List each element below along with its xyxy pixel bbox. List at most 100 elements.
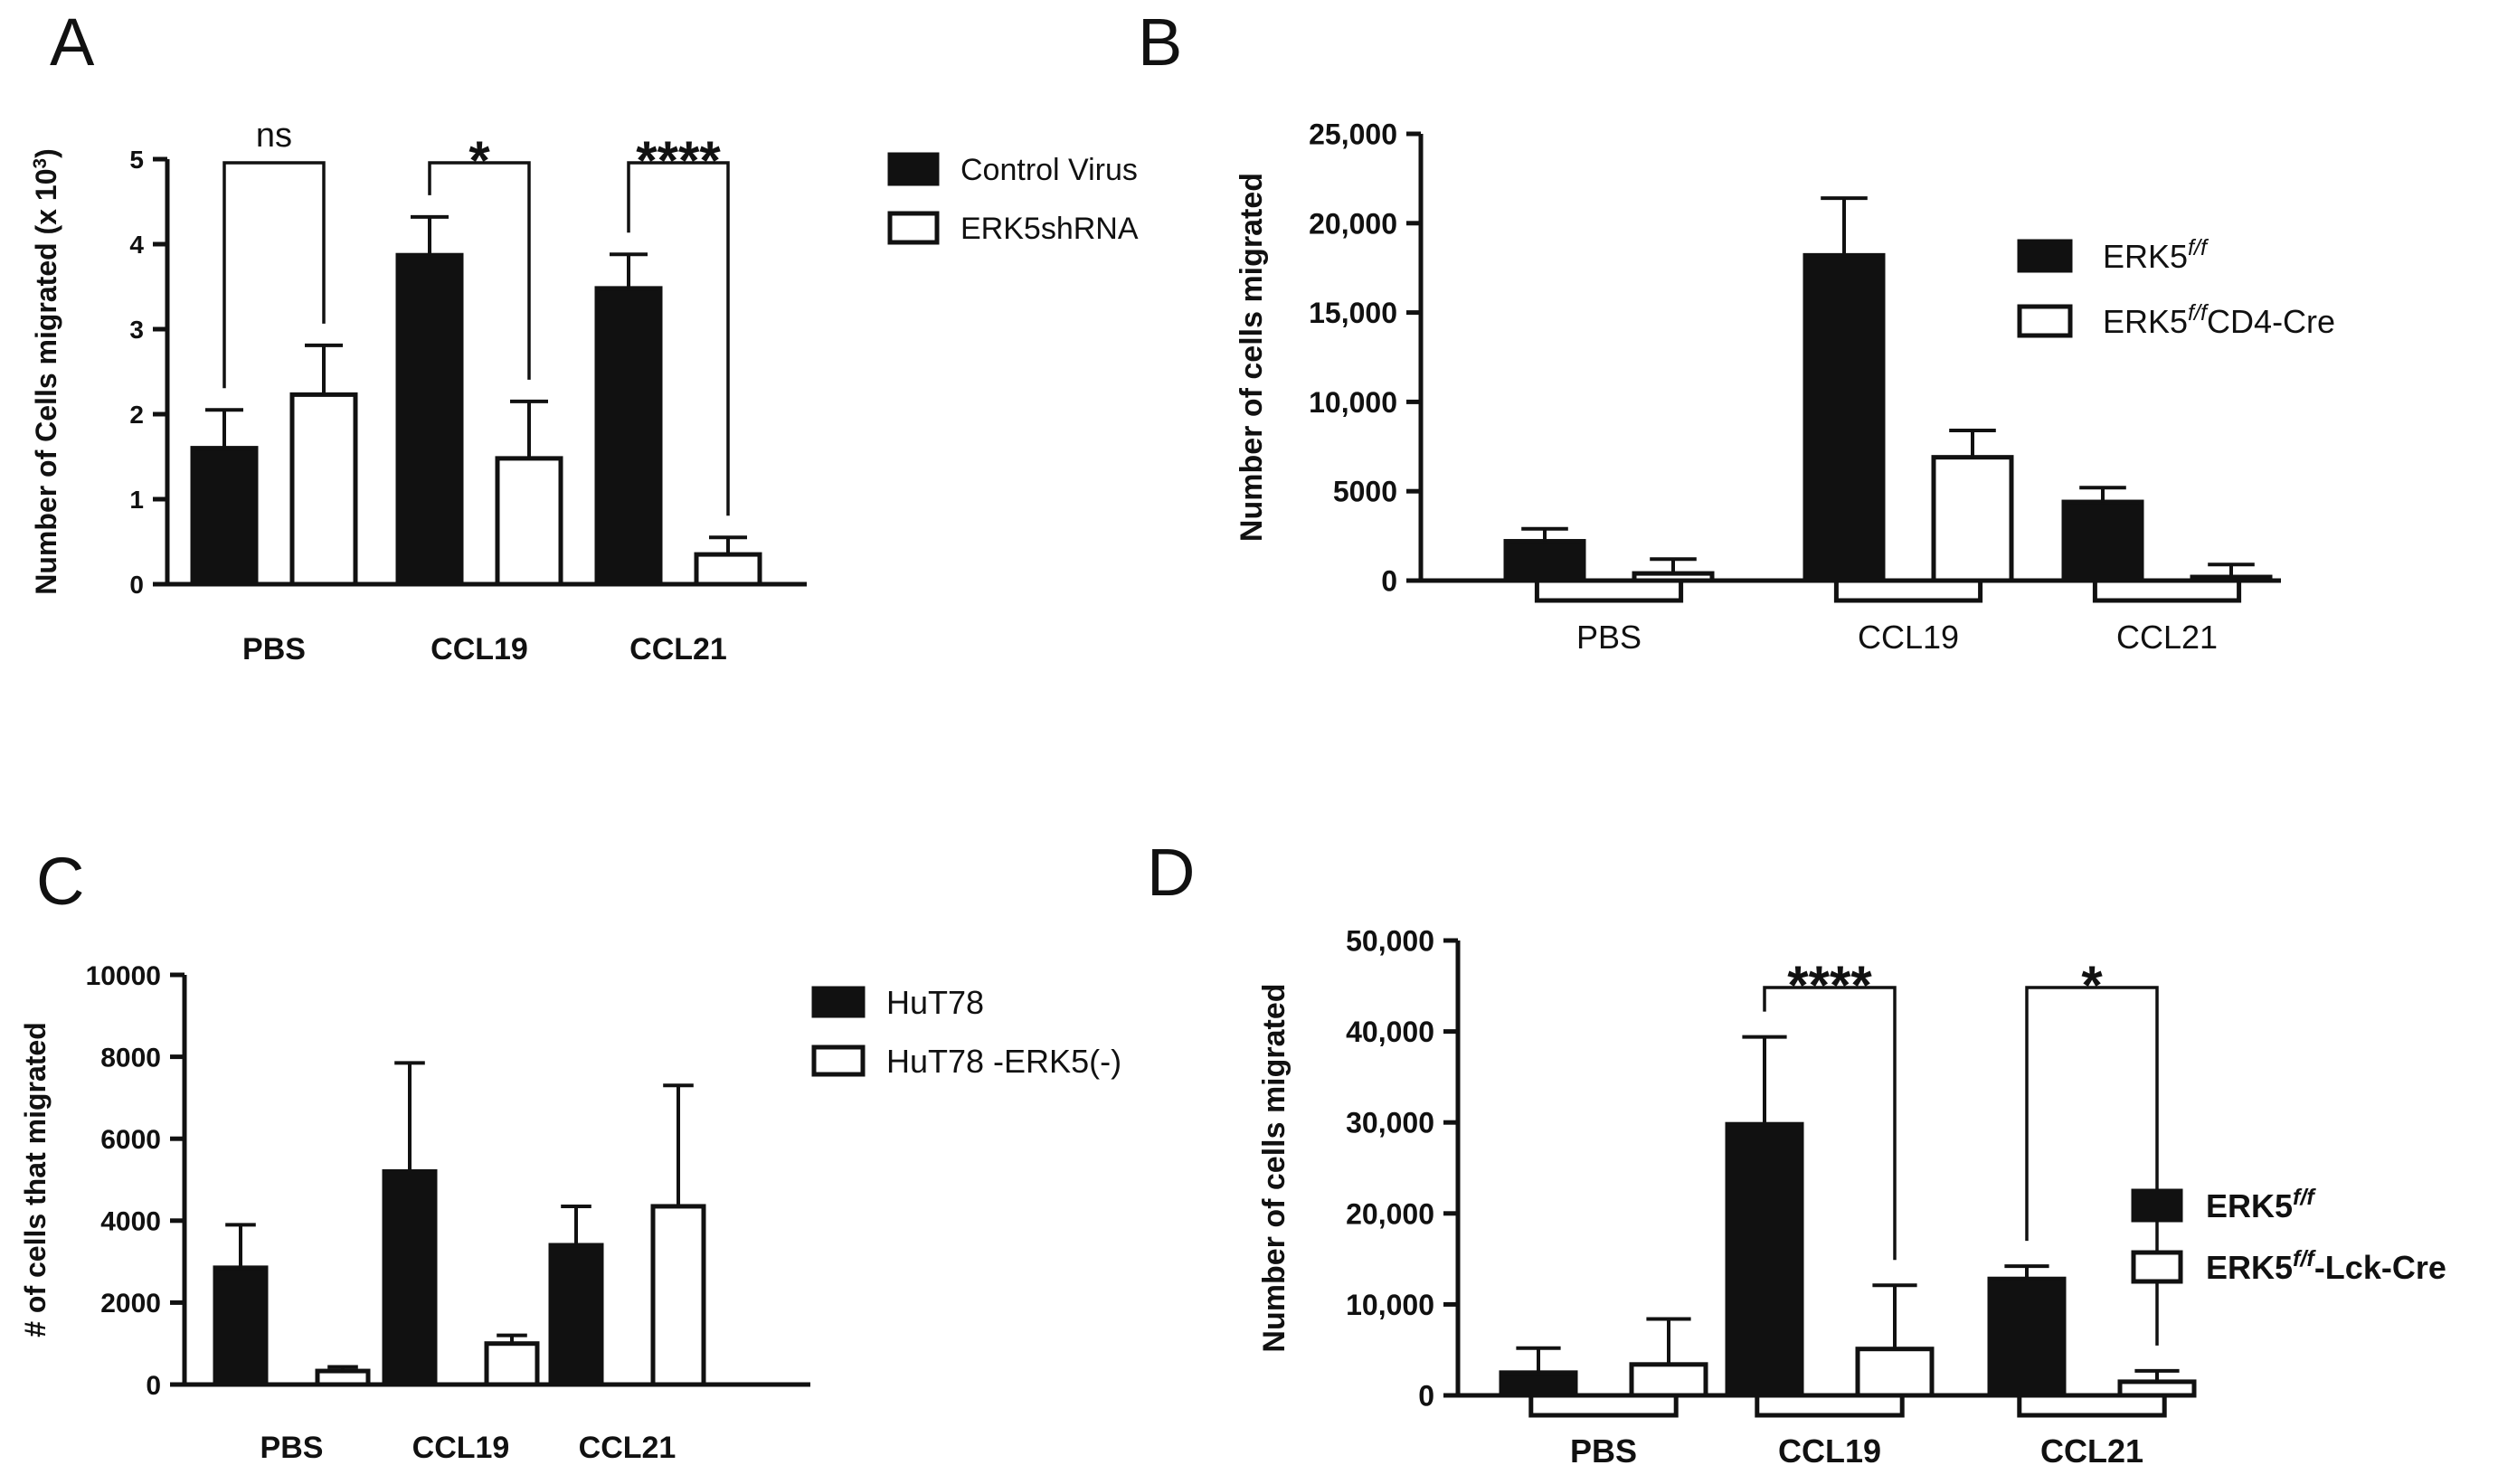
panel-c-bar-ccl19-filled [382, 1168, 438, 1387]
panel-d-bar-ccl19-filled [1725, 1121, 1804, 1398]
panel-b-legend-swatch [2017, 304, 2073, 338]
panel-d-x-tick-label: CCL19 [1778, 1432, 1881, 1470]
panel-c-y-tick-label: 2000 [100, 1289, 161, 1319]
panel-b-legend-swatch [2017, 239, 2073, 273]
panel-letter-c: C [36, 844, 84, 919]
panel-a-x-tick-label: PBS [242, 632, 306, 666]
panel-d-y-tick-label: 0 [1418, 1380, 1434, 1413]
panel-a-legend-label: Control Virus [960, 153, 1138, 187]
panel-d-bar-ccl21-open [2117, 1379, 2197, 1398]
panel-a-bar-ccl19-filled [395, 252, 464, 587]
panel-a-y-axis-label: Number of Cells migrated (x 103) [30, 148, 63, 594]
panel-d-x-tick-label: PBS [1570, 1432, 1637, 1470]
panel-a-y-tick-label: 0 [129, 571, 144, 599]
panel-d-significance-bracket [2025, 986, 2159, 1346]
panel-d-bar-pbs-filled [1499, 1370, 1578, 1398]
panel-c-x-tick-label: CCL19 [412, 1431, 510, 1465]
panel-d-bar-ccl19-open [1855, 1347, 1935, 1398]
panel-b-category-bracket [2092, 581, 2242, 603]
panel-c-legend-swatch [811, 986, 866, 1018]
panel-letter-a: A [50, 5, 95, 80]
panel-a-legend-swatch [887, 211, 940, 245]
panel-d-bar-ccl21-filled [1987, 1276, 2067, 1398]
panel-c-y-axis-label: # of cells that migrated [19, 1022, 52, 1337]
panel-d-y-tick-label: 20,000 [1346, 1197, 1434, 1230]
panel-b-chart: 0 5000 10,000 15,000 20,000 25,000 Number of c… [1235, 118, 2335, 656]
panel-a-chart: 0 1 2 3 4 5 Number of Cells migrated (x 103) PB… [30, 117, 1139, 666]
panel-a-y-tick-label: 2 [129, 401, 144, 429]
panel-a-y-tick-label: 5 [129, 146, 144, 174]
panel-c-bar-ccl21-filled [548, 1243, 604, 1387]
panel-c-x-tick-label: CCL21 [579, 1431, 677, 1465]
panel-a-bar-ccl21-open [694, 552, 762, 587]
panel-d-x-tick-label: CCL21 [2040, 1432, 2143, 1470]
panel-b-x-tick-label: PBS [1576, 619, 1642, 656]
panel-c-bar-pbs-open [315, 1368, 371, 1387]
panel-a-bar-pbs-open [289, 392, 358, 587]
panel-d-category-bracket [2017, 1395, 2167, 1418]
panel-b-y-tick-label: 25,000 [1309, 118, 1397, 151]
panel-b-bar-ccl19-filled [1803, 252, 1886, 583]
panel-d-y-tick-label: 10,000 [1346, 1289, 1434, 1321]
panel-a-significance-bracket [222, 161, 326, 389]
panel-a-y-tick-label: 3 [129, 316, 144, 344]
panel-d-category-bracket [1755, 1395, 1905, 1418]
panel-d-y-tick-label: 30,000 [1346, 1107, 1434, 1139]
panel-b-y-tick-label: 10,000 [1309, 386, 1397, 419]
panel-d-legend-swatch [2131, 1188, 2183, 1223]
panel-a-y-tick-label: 1 [129, 486, 144, 514]
panel-c-bar-pbs-filled [213, 1265, 269, 1387]
panel-a-significance-label: * [468, 130, 490, 191]
panel-d-y-tick-label: 50,000 [1346, 925, 1434, 958]
panel-b-x-tick-label: CCL21 [2116, 619, 2218, 656]
panel-d-significance-label: * [2081, 955, 2103, 1016]
panel-b-bar-pbs-open [1632, 571, 1715, 583]
panel-c-x-tick-label: PBS [260, 1431, 324, 1465]
panel-a-significance-label: ns [256, 117, 292, 155]
panel-b-y-axis-label: Number of cells migrated [1235, 173, 1269, 542]
panel-d-significance-label: **** [1787, 955, 1872, 1016]
panel-a-y-tick-label: 4 [129, 231, 144, 259]
panel-a-x-tick-label: CCL19 [431, 632, 528, 666]
panel-a-x-tick-label: CCL21 [629, 632, 727, 666]
panel-d-y-axis-label: Number of cells migrated [1257, 983, 1292, 1352]
panel-b-bar-ccl21-open [2190, 574, 2273, 583]
panel-b-bar-ccl21-filled [2061, 499, 2144, 583]
panel-c-legend-label: HuT78 -ERK5(-) [886, 1043, 1121, 1080]
panel-d-chart: 0 10,000 20,000 30,000 40,000 50,000 Number of… [1257, 925, 2446, 1470]
panel-d-legend-label: ERK5f/f [2206, 1185, 2316, 1224]
panel-b-y-tick-label: 0 [1381, 565, 1397, 598]
panel-a-legend-swatch [887, 152, 940, 186]
panel-c-chart: 0 2000 4000 6000 8000 10000 # of cells that mi… [19, 961, 1121, 1465]
panel-b-bar-ccl19-open [1931, 455, 2014, 583]
panel-d-legend-label: ERK5f/f-Lck-Cre [2206, 1246, 2446, 1286]
panel-c-legend-swatch [811, 1044, 866, 1077]
panel-a-legend-label: ERK5shRNA [960, 212, 1139, 246]
panel-letter-d: D [1147, 835, 1195, 910]
panel-a-bar-ccl21-filled [594, 286, 663, 587]
panel-b-bar-pbs-filled [1503, 539, 1586, 583]
panel-c-y-tick-label: 4000 [100, 1207, 161, 1237]
panel-b-category-bracket [1534, 581, 1684, 603]
panel-c-y-tick-label: 0 [146, 1371, 161, 1401]
panel-c-bar-ccl21-open [650, 1204, 706, 1387]
panel-b-x-tick-label: CCL19 [1858, 619, 1959, 656]
panel-c-bar-ccl19-open [484, 1341, 540, 1387]
panel-a-significance-bracket [627, 161, 730, 516]
panel-b-category-bracket [1833, 581, 1983, 603]
panel-a-bar-ccl19-open [495, 456, 563, 587]
panel-a-significance-bracket [428, 161, 531, 380]
panel-d-bar-pbs-open [1629, 1362, 1708, 1398]
panel-d-significance-bracket [1763, 986, 1897, 1261]
panel-d-legend-swatch [2131, 1250, 2183, 1284]
panel-letter-b: B [1138, 5, 1182, 80]
panel-c-legend-label: HuT78 [886, 984, 984, 1021]
panel-b-legend-label: ERK5f/fCD4-Cre [2103, 300, 2335, 340]
panel-d-y-tick-label: 40,000 [1346, 1016, 1434, 1048]
panel-b-legend-label: ERK5f/f [2103, 235, 2209, 275]
panel-c-y-tick-label: 6000 [100, 1125, 161, 1155]
panel-c-y-tick-label: 10000 [86, 961, 161, 991]
panel-c-y-tick-label: 8000 [100, 1043, 161, 1073]
panel-b-y-tick-label: 20,000 [1309, 207, 1397, 240]
